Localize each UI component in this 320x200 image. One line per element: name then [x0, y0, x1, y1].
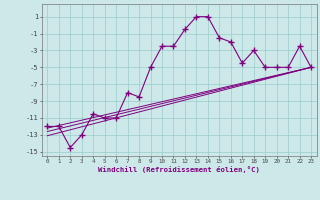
X-axis label: Windchill (Refroidissement éolien,°C): Windchill (Refroidissement éolien,°C) — [98, 166, 260, 173]
